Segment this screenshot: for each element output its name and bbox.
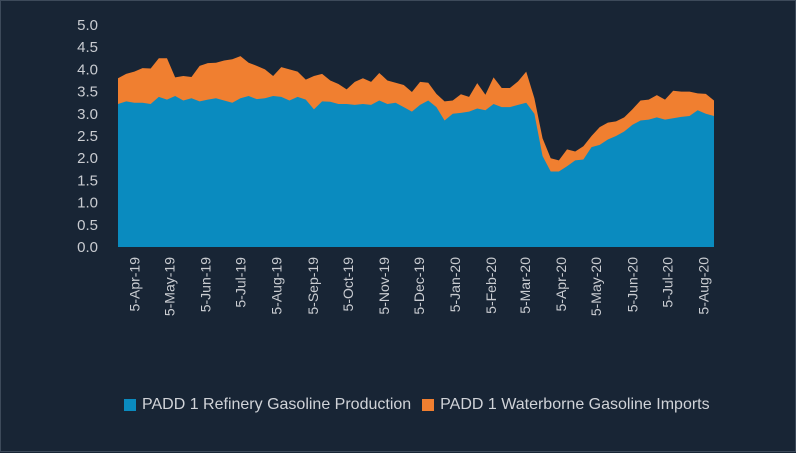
legend-item-imports: PADD 1 Waterborne Gasoline Imports bbox=[422, 396, 710, 414]
y-axis-ticks: 0.0 0.5 1.0 1.5 2.0 2.5 3.0 3.5 4.0 4.5 5.0 bbox=[77, 17, 98, 256]
y-tick-label: 2.0 bbox=[77, 150, 98, 167]
y-tick-label: 2.5 bbox=[77, 128, 98, 145]
x-tick-label: 5-Aug-20 bbox=[696, 257, 712, 315]
x-tick-label: 5-Jun-20 bbox=[624, 257, 640, 312]
y-tick-label: 0.0 bbox=[77, 239, 98, 256]
y-tick-label: 1.0 bbox=[77, 195, 98, 212]
y-tick-label: 0.5 bbox=[77, 217, 98, 234]
legend-swatch-production bbox=[124, 399, 136, 411]
legend-label-production: PADD 1 Refinery Gasoline Production bbox=[142, 396, 412, 413]
y-tick-label: 3.0 bbox=[77, 106, 98, 123]
x-tick-label: 5-May-19 bbox=[161, 257, 177, 316]
x-tick-label: 5-Sep-19 bbox=[305, 257, 321, 315]
x-tick-label: 5-Mar-20 bbox=[517, 257, 533, 314]
series-area-production bbox=[118, 96, 714, 247]
x-tick-label: 5-Jun-19 bbox=[197, 257, 213, 312]
y-tick-label: 1.5 bbox=[77, 172, 98, 189]
x-tick-label: 5-Dec-19 bbox=[411, 257, 427, 315]
x-tick-label: 5-Oct-19 bbox=[340, 257, 356, 312]
x-tick-label: 5-Jan-20 bbox=[447, 257, 463, 312]
legend: PADD 1 Refinery Gasoline Production PADD… bbox=[124, 395, 721, 415]
x-tick-label: 5-Apr-19 bbox=[126, 257, 142, 312]
legend-label-imports: PADD 1 Waterborne Gasoline Imports bbox=[440, 396, 710, 413]
x-tick-label: 5-Nov-19 bbox=[376, 257, 392, 315]
legend-item-production: PADD 1 Refinery Gasoline Production bbox=[124, 396, 411, 414]
x-tick-label: 5-Apr-20 bbox=[553, 257, 569, 312]
x-tick-label: 5-Feb-20 bbox=[483, 257, 499, 314]
x-axis-ticks: 5-Apr-19 5-May-19 5-Jun-19 5-Jul-19 5-Aug-19… bbox=[126, 257, 711, 316]
y-tick-label: 4.5 bbox=[77, 39, 98, 56]
x-tick-label: 5-Jul-19 bbox=[232, 257, 248, 308]
y-tick-label: 4.0 bbox=[77, 61, 98, 78]
chart-areas bbox=[118, 56, 714, 247]
legend-swatch-imports bbox=[422, 399, 435, 411]
x-tick-label: 5-May-20 bbox=[588, 257, 604, 316]
y-tick-label: 3.5 bbox=[77, 84, 98, 101]
x-tick-label: 5-Jul-20 bbox=[659, 257, 675, 308]
y-tick-label: 5.0 bbox=[77, 17, 98, 34]
x-tick-label: 5-Aug-19 bbox=[269, 257, 285, 315]
